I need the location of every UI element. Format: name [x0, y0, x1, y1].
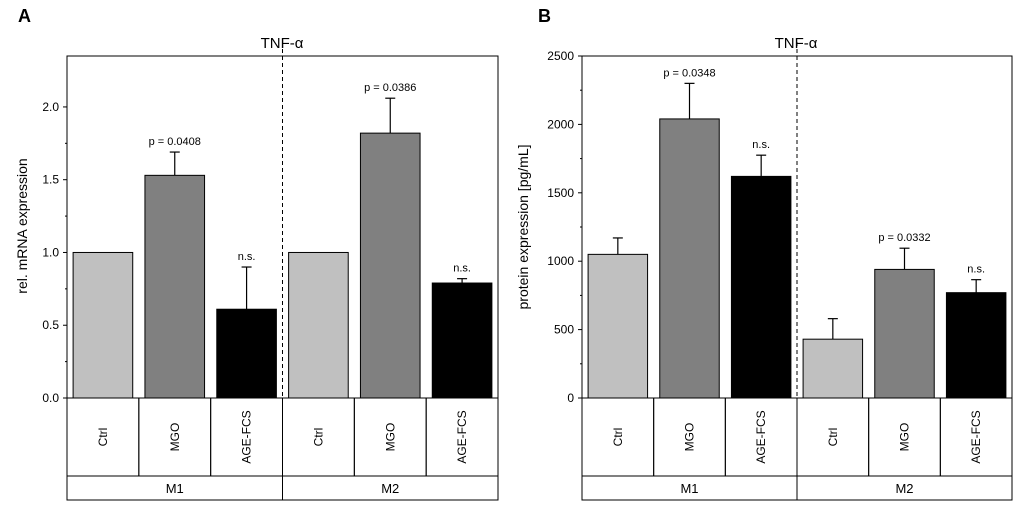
- panel-b-bar-3: [730, 175, 792, 399]
- panel-a-bar-2: [144, 174, 206, 399]
- panel-a-y-tick-label-2: 0.5: [42, 318, 59, 332]
- panel-b-y-axis-label: protein expression [pg/mL]: [515, 145, 531, 310]
- panel-a-category-label-5: MGO: [383, 423, 397, 452]
- panel-a-bar-4: [288, 251, 349, 399]
- panel-a-category-label-6: AGE-FCS: [455, 410, 469, 463]
- panel-b-category-label-6: AGE-FCS: [969, 410, 983, 463]
- panel-b-bar-4: [802, 338, 864, 399]
- panel-b-bar-5: [874, 268, 935, 399]
- panel-a-y-tick-label-4: 1.5: [42, 173, 59, 187]
- panel-b-chart: B TNF-α protein expression [pg/mL] p = 0…: [515, 6, 1013, 501]
- panel-b-category-label-5: MGO: [898, 423, 912, 452]
- panel-b-y-tick-label-1: 0: [567, 391, 574, 405]
- panel-a-annotation-5: p = 0.0386: [364, 82, 416, 94]
- panel-a-group-label-1: M1: [166, 481, 184, 496]
- panel-a-category-label-1: Ctrl: [96, 428, 110, 447]
- panel-b-group-label-2: M2: [895, 481, 913, 496]
- panel-a-y-tick-label-5: 2.0: [42, 100, 59, 114]
- panel-a-group-label-2: M2: [381, 481, 399, 496]
- panel-b-category-label-2: MGO: [683, 423, 697, 452]
- panel-b-bar-1: [587, 253, 649, 399]
- panel-b-annotation-6: n.s.: [967, 264, 985, 276]
- panel-a-chart: A TNF-α rel. mRNA expression p = 0.0408n…: [14, 6, 499, 501]
- panel-a-group-cell-2: [282, 475, 499, 501]
- panel-a-annotation-2: p = 0.0408: [149, 136, 201, 148]
- panel-a-bar-6: [431, 282, 493, 399]
- panel-b-y-tick-label-5: 2000: [547, 117, 574, 131]
- panel-a-y-tick-label-3: 1.0: [42, 245, 59, 259]
- panel-b-group-label-1: M1: [680, 481, 698, 496]
- panel-a-y-tick-label-1: 0.0: [42, 391, 59, 405]
- panel-b-y-tick-label-2: 500: [554, 323, 574, 337]
- panel-b-category-label-3: AGE-FCS: [754, 410, 768, 463]
- panel-b-bar-2: [659, 118, 720, 399]
- panel-a-bar-1: [72, 251, 134, 399]
- panel-b-y-tick-label-6: 2500: [547, 49, 574, 63]
- panel-a-annotation-3: n.s.: [238, 251, 256, 263]
- panel-a-bar-5: [359, 132, 421, 399]
- panel-a-letter: A: [18, 6, 31, 26]
- panel-b-title: TNF-α: [775, 35, 818, 52]
- panel-b-bar-6: [945, 292, 1007, 399]
- panel-b-group-cell-2: [796, 475, 1013, 501]
- panel-a-y-axis-label: rel. mRNA expression: [14, 158, 30, 293]
- panel-b-category-label-1: Ctrl: [611, 428, 625, 447]
- panel-b-annotation-5: p = 0.0332: [878, 232, 930, 244]
- panel-b-y-tick-label-4: 1500: [547, 186, 574, 200]
- panel-b-annotation-3: n.s.: [752, 139, 770, 151]
- panel-a-category-label-2: MGO: [168, 423, 182, 452]
- panel-a-bar-3: [216, 308, 277, 399]
- panel-b-category-label-4: Ctrl: [826, 428, 840, 447]
- panel-a-category-label-3: AGE-FCS: [240, 410, 254, 463]
- panel-a-category-label-4: Ctrl: [311, 428, 325, 447]
- panel-a-annotation-6: n.s.: [453, 263, 471, 275]
- panel-b-letter: B: [538, 6, 551, 26]
- panel-b-y-tick-label-3: 1000: [547, 254, 574, 268]
- panel-b-annotation-2: p = 0.0348: [663, 67, 715, 79]
